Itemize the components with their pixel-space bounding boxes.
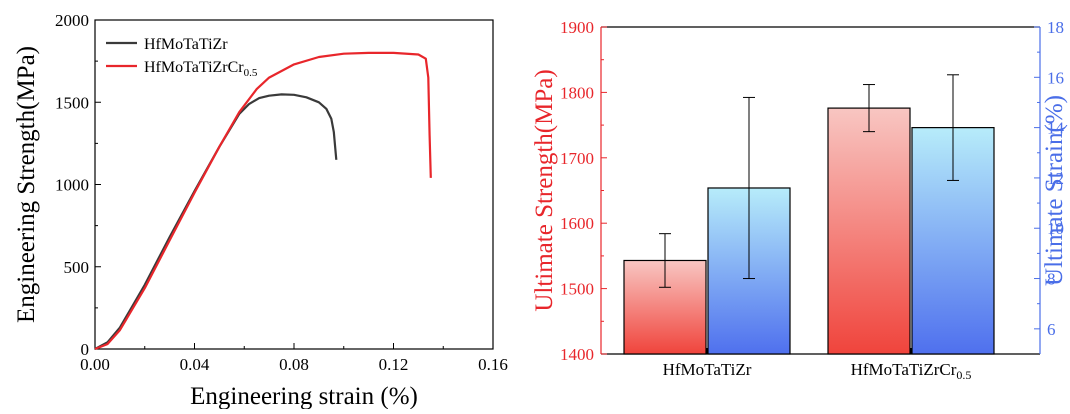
- strength-bar: [827, 107, 911, 355]
- right-y-tick-label: 6: [1047, 320, 1056, 339]
- right-y-axis-label: Ultimate Strain(%): [1041, 95, 1068, 286]
- ultimate-properties-chart: 1400 1500 1600 1700 1800 1900 6 8 10 12 14 16 18 Ulti…: [531, 18, 1068, 382]
- x-category-label: HfMoTaTiZrCr0.5: [851, 360, 972, 382]
- left-y-tick-label: 1700: [560, 149, 594, 168]
- stress-strain-chart: 0.00 0.04 0.08 0.12 0.16 0 500 1000 1500 2000 Engi…: [13, 11, 508, 410]
- x-tick-label: 0.16: [478, 355, 508, 374]
- x-tick-label: 0.12: [379, 355, 409, 374]
- series-line-hfmotatizr: [94, 93, 338, 350]
- legend-label: HfMoTaTiZr: [144, 36, 228, 53]
- left-y-tick-label: 1500: [560, 280, 594, 299]
- x-tick-label: 0.08: [279, 355, 309, 374]
- right-y-tick-label: 10: [1047, 219, 1064, 238]
- left-y-tick-label: 1800: [560, 83, 594, 102]
- y-tick-label: 2000: [55, 11, 89, 30]
- x-category-label: HfMoTaTiZr: [663, 360, 752, 379]
- left-y-tick-label: 1600: [560, 214, 594, 233]
- right-y-tick-label: 16: [1047, 68, 1064, 87]
- x-tick-label: 0.00: [80, 355, 110, 374]
- series-line-hfmotatizrcr: [94, 51, 432, 351]
- legend-label: HfMoTaTiZrCr0.5: [144, 59, 258, 79]
- right-y-tick-label: 14: [1047, 119, 1065, 138]
- right-y-tick-label: 8: [1047, 270, 1056, 289]
- y-tick-label: 0: [81, 340, 90, 359]
- y-axis-label: Engineering Strength(MPa): [13, 46, 40, 323]
- right-y-tick-label: 18: [1047, 18, 1064, 37]
- left-y-axis-label: Ultimate Strength(MPa): [531, 69, 558, 311]
- y-tick-label: 1500: [55, 93, 89, 112]
- left-y-tick-label: 1900: [560, 18, 594, 37]
- right-y-tick-label: 12: [1047, 169, 1064, 188]
- left-y-tick-label: 1400: [560, 345, 594, 364]
- x-axis-label: Engineering strain (%): [190, 383, 418, 409]
- y-tick-label: 1000: [55, 176, 89, 195]
- x-tick-label: 0.04: [180, 355, 210, 374]
- y-tick-label: 500: [64, 258, 90, 277]
